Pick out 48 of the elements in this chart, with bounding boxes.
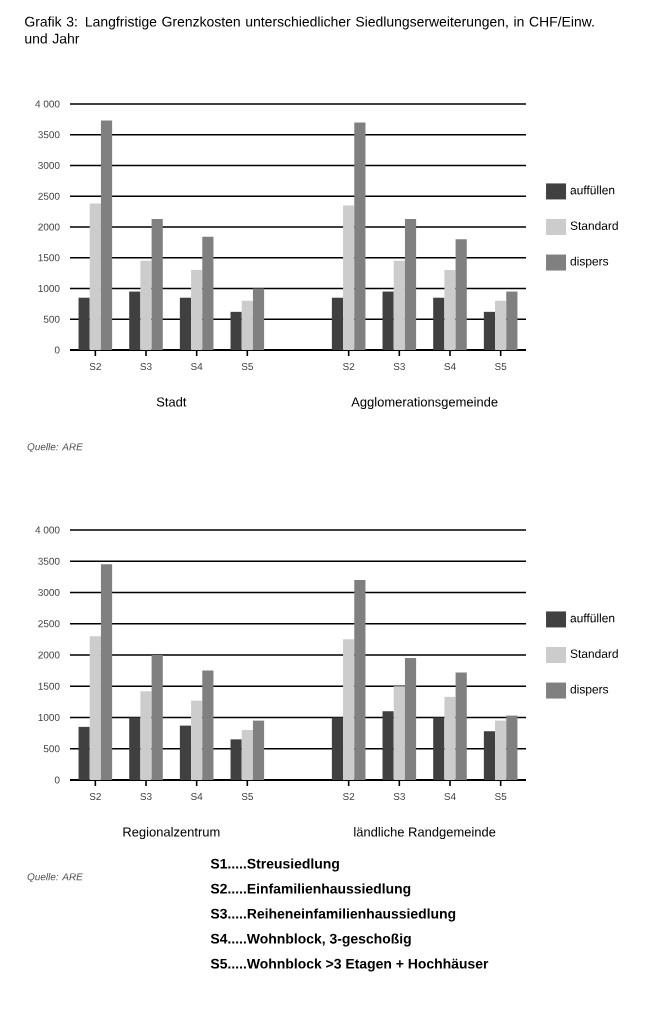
bar: [393, 260, 405, 350]
bar: [191, 270, 203, 350]
bar: [433, 297, 445, 350]
bar: [354, 122, 366, 350]
bar: [331, 297, 344, 350]
bar: [179, 725, 192, 780]
bar: [455, 239, 467, 350]
bar: [404, 218, 417, 350]
bar: [354, 579, 366, 780]
bar: [404, 658, 417, 780]
bar: [444, 696, 456, 780]
bar: [100, 120, 113, 350]
bar: [252, 288, 265, 350]
bar: [506, 715, 518, 780]
bar: [331, 717, 344, 780]
bar: [393, 686, 405, 780]
bar: [241, 300, 253, 350]
bar: [179, 297, 192, 350]
bar: [230, 739, 242, 780]
bar: [202, 670, 214, 780]
bar: [252, 720, 265, 780]
bar: [78, 297, 90, 350]
bar: [343, 205, 355, 350]
bar: [506, 291, 518, 350]
bar: [129, 291, 141, 350]
bar: [433, 717, 445, 780]
bar: [495, 300, 507, 350]
bar: [382, 711, 394, 780]
bar: [78, 726, 90, 780]
bar: [140, 691, 152, 780]
bar: [483, 311, 496, 350]
bar: [343, 639, 355, 780]
bar: [100, 564, 113, 780]
bar: [140, 260, 152, 350]
bar: [382, 291, 394, 350]
bar: [151, 654, 163, 780]
bar: [230, 311, 242, 350]
bar: [202, 236, 214, 350]
bar: [444, 270, 456, 350]
bar: [483, 731, 496, 780]
bar: [495, 720, 507, 780]
bar: [151, 218, 163, 350]
bar: [89, 203, 101, 350]
bar: [191, 700, 203, 780]
bar: [455, 672, 467, 780]
bar: [89, 636, 101, 780]
bar: [241, 729, 253, 780]
bar: [129, 717, 141, 780]
